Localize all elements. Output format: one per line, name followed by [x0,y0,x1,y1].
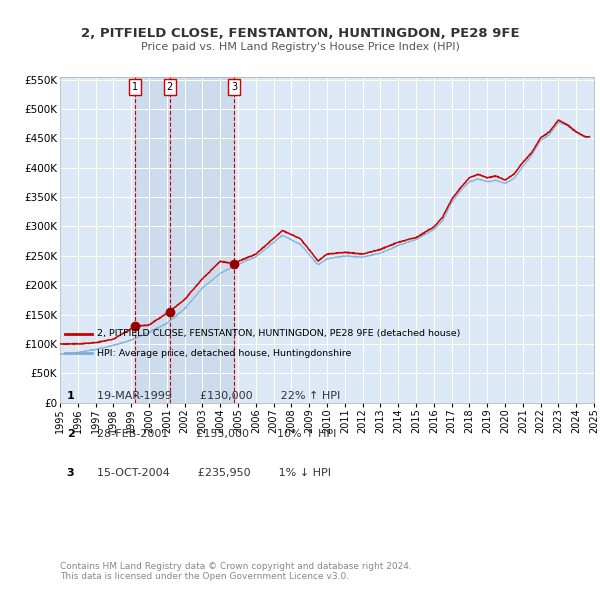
Text: 1: 1 [67,391,74,401]
Text: HPI: Average price, detached house, Huntingdonshire: HPI: Average price, detached house, Hunt… [97,349,352,358]
Text: 2, PITFIELD CLOSE, FENSTANTON, HUNTINGDON, PE28 9FE: 2, PITFIELD CLOSE, FENSTANTON, HUNTINGDO… [80,27,520,40]
Text: Price paid vs. HM Land Registry's House Price Index (HPI): Price paid vs. HM Land Registry's House … [140,42,460,53]
Text: 2, PITFIELD CLOSE, FENSTANTON, HUNTINGDON, PE28 9FE (detached house): 2, PITFIELD CLOSE, FENSTANTON, HUNTINGDO… [97,329,461,339]
Text: 28-FEB-2001        £155,000        10% ↑ HPI: 28-FEB-2001 £155,000 10% ↑ HPI [90,430,337,439]
Text: 2: 2 [167,82,173,92]
Text: 1: 1 [132,82,138,92]
Text: Contains HM Land Registry data © Crown copyright and database right 2024.
This d: Contains HM Land Registry data © Crown c… [60,562,412,581]
Bar [135,77,234,403]
Text: 2: 2 [67,430,74,439]
Text: 3: 3 [231,82,238,92]
Text: 15-OCT-2004        £235,950        1% ↓ HPI: 15-OCT-2004 £235,950 1% ↓ HPI [90,468,331,477]
Text: 3: 3 [67,468,74,477]
Text: 19-MAR-1999        £130,000        22% ↑ HPI: 19-MAR-1999 £130,000 22% ↑ HPI [90,391,340,401]
